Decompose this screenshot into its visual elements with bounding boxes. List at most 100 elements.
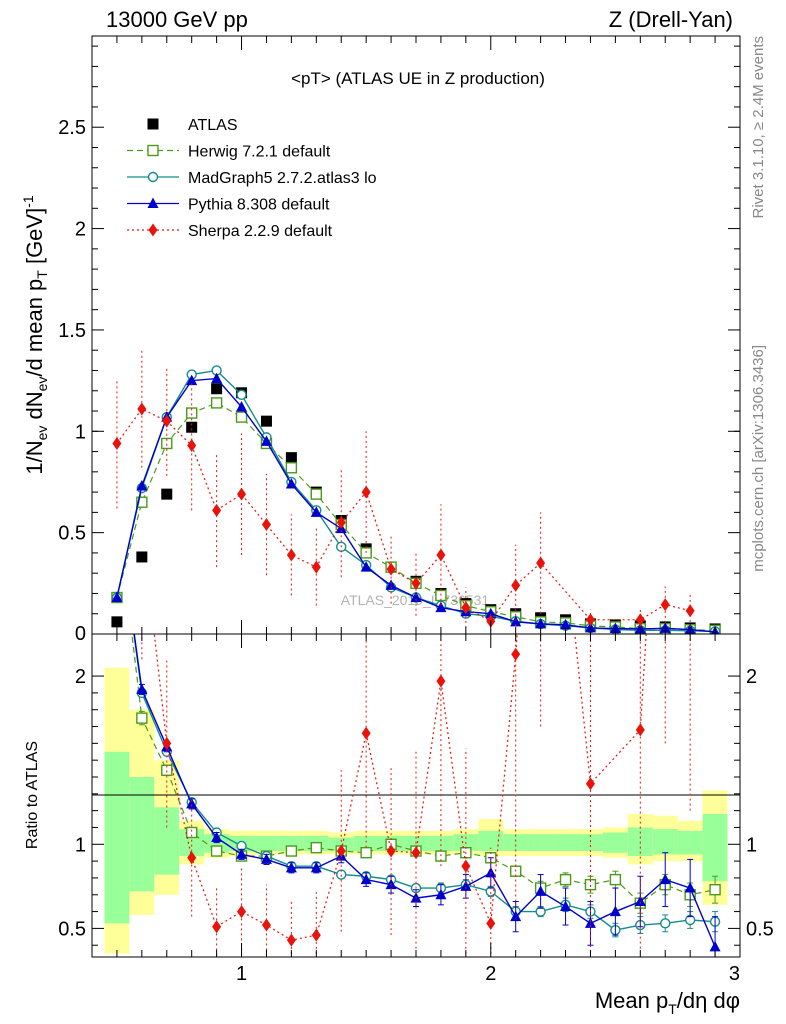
legend-marker	[147, 118, 159, 130]
ratio-data-point	[435, 888, 447, 900]
ratio-data-point	[162, 736, 172, 750]
ratio-data-point	[436, 674, 446, 688]
main-y-tick-label: 0.5	[58, 523, 86, 545]
data-point	[511, 578, 521, 592]
legend-label: Herwig 7.2.1 default	[188, 144, 331, 161]
data-point	[136, 480, 148, 491]
ratio-data-point	[210, 845, 223, 857]
ratio-y-tick-label: 2	[75, 666, 86, 688]
ratio-data-point	[186, 797, 198, 809]
data-point	[112, 436, 122, 450]
x-tick-label: 2	[485, 963, 496, 985]
uncertainty-band-inner	[602, 832, 628, 853]
ratio-data-point	[260, 853, 272, 864]
data-point	[435, 601, 447, 613]
series-pythia-8-308-default	[111, 372, 720, 634]
ratio-data-point	[585, 777, 595, 791]
data-point	[485, 607, 497, 619]
legend-item-pythia-8-308-default: Pythia 8.308 default	[127, 197, 330, 214]
ratio-data-point	[336, 844, 346, 858]
legend-marker	[147, 197, 159, 208]
ratio-data-point	[285, 845, 298, 857]
ratio-series-pythia-8-308-default	[133, 634, 721, 957]
data-point	[211, 372, 223, 384]
ratio-data-point	[684, 882, 696, 893]
uncertainty-band-inner	[278, 835, 304, 852]
main-y-tick-label-zero: 0	[75, 623, 86, 645]
data-point	[212, 503, 222, 517]
uncertainty-band-inner	[528, 834, 554, 852]
main-y-tick-label: 2	[75, 219, 86, 241]
main-y-tick-label: 2.5	[58, 117, 86, 139]
ratio-data-point	[112, 165, 121, 178]
ratio-data-point	[236, 848, 248, 859]
data-point	[560, 618, 572, 630]
data-point	[235, 411, 248, 423]
uncertainty-band-inner	[652, 829, 678, 855]
legend-item-sherpa-2-2-9-default: Sherpa 2.2.9 default	[127, 223, 333, 240]
ratio-data-point	[634, 895, 646, 906]
plot-title: <pT> (ATLAS UE in Z production)	[291, 69, 545, 88]
data-point	[461, 601, 471, 615]
data-point	[237, 487, 247, 501]
data-point	[311, 560, 321, 574]
data-point	[360, 561, 372, 572]
data-point	[285, 462, 298, 474]
ratio-data-point	[137, 518, 146, 531]
ratio-data-point	[261, 918, 271, 932]
ratio-data-point	[136, 683, 148, 695]
ratio-data-point	[187, 851, 197, 865]
uncertainty-band-inner	[154, 807, 180, 875]
uncertainty-band-inner	[553, 834, 578, 852]
uncertainty-band-inner	[702, 814, 728, 882]
legend-marker	[147, 144, 159, 157]
ratio-data-point	[535, 885, 547, 896]
data-point	[186, 374, 198, 386]
uncertainty-band-inner	[328, 837, 354, 852]
mcplots-label: mcplots.cern.ch [arXiv:1306.3436]	[750, 345, 767, 572]
data-point	[436, 548, 446, 562]
data-point	[137, 402, 147, 416]
ratio-data-point	[310, 861, 322, 873]
uncertainty-band-inner	[129, 776, 155, 892]
data-point	[310, 488, 323, 500]
main-panel: ATLAS_2019_I1736531 0.511.522.50 <pT> (A…	[20, 35, 741, 645]
ratio-data-point	[360, 873, 372, 885]
ratio-data-point	[559, 873, 572, 886]
ratio-data-point	[211, 831, 223, 843]
legend-item-atlas: ATLAS	[147, 117, 238, 134]
data-point	[236, 400, 248, 412]
ratio-data-point	[311, 928, 321, 942]
ratio-data-point	[659, 873, 671, 885]
ratio-data-point	[511, 647, 521, 661]
ratio-data-point	[310, 841, 323, 854]
ratio-data-point	[386, 844, 396, 858]
ratio-data-point	[286, 933, 296, 947]
ratio-y-tick-label: 0.5	[58, 918, 86, 940]
data-point	[660, 598, 670, 612]
ratio-data-point	[584, 878, 597, 891]
data-point	[185, 407, 198, 419]
legend-item-herwig-7-2-1-default: Herwig 7.2.1 default	[127, 144, 331, 161]
ratio-data-point	[136, 712, 148, 724]
data-point	[136, 551, 148, 563]
header-right: Z (Drell-Yan)	[609, 7, 733, 32]
ratio-y-tick-label: 1	[75, 834, 86, 856]
data-point	[536, 556, 546, 570]
data-point	[386, 562, 396, 576]
uncertainty-band-inner	[428, 835, 454, 852]
ratio-data-point	[660, 918, 671, 929]
ratio-data-point	[709, 940, 721, 952]
ratio-data-point	[161, 764, 173, 776]
data-point	[285, 452, 297, 464]
data-point	[187, 438, 197, 452]
ratio-data-point	[212, 920, 222, 934]
ratio-data-point	[411, 846, 421, 860]
ratio-data-point	[560, 900, 572, 912]
series-sherpa-2-2-9-default	[112, 350, 695, 632]
ratio-y-tick-label-right: 2	[746, 666, 757, 688]
ratio-data-point	[609, 905, 621, 917]
ratio-data-point	[536, 299, 545, 312]
ratio-data-point	[709, 884, 721, 896]
